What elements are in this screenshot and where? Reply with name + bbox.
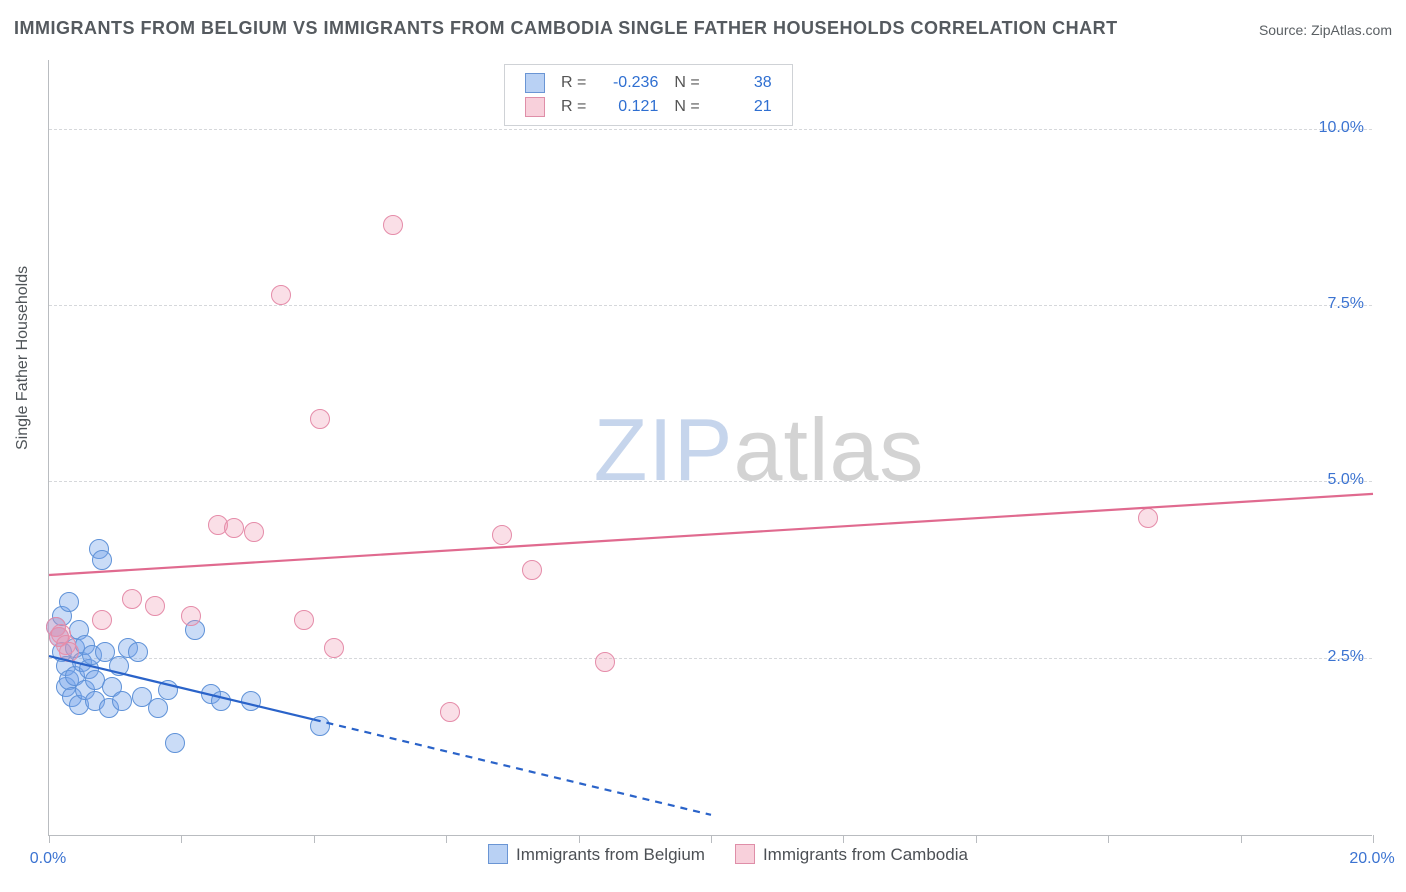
legend-label-belgium: Immigrants from Belgium [516,845,705,864]
x-tick [446,835,447,843]
legend-series: Immigrants from Belgium Immigrants from C… [488,844,968,865]
chart-plot-area: ZIPatlas R =-0.236N =38R = 0.121N =21 2.… [48,60,1372,836]
chart-title: IMMIGRANTS FROM BELGIUM VS IMMIGRANTS FR… [14,18,1118,39]
x-tick [843,835,844,843]
legend-item-belgium[interactable]: Immigrants from Belgium [488,844,705,865]
x-tick [1241,835,1242,843]
x-tick [711,835,712,843]
x-tick [49,835,50,843]
legend-label-cambodia: Immigrants from Cambodia [763,845,968,864]
x-tick [1373,835,1374,843]
y-axis-label: Single Father Households [14,266,32,450]
source-attribution: Source: ZipAtlas.com [1259,22,1392,38]
x-tick [976,835,977,843]
source-label: Source: [1259,22,1311,38]
x-tick [314,835,315,843]
legend-swatch-belgium-icon [488,844,508,864]
legend-item-cambodia[interactable]: Immigrants from Cambodia [735,844,968,865]
x-tick [1108,835,1109,843]
x-tick-label: 0.0% [30,850,66,868]
legend-swatch-cambodia-icon [735,844,755,864]
x-tick-label: 20.0% [1349,850,1394,868]
trend-lines [49,60,1373,836]
source-link[interactable]: ZipAtlas.com [1311,22,1392,38]
x-tick [181,835,182,843]
x-tick [579,835,580,843]
